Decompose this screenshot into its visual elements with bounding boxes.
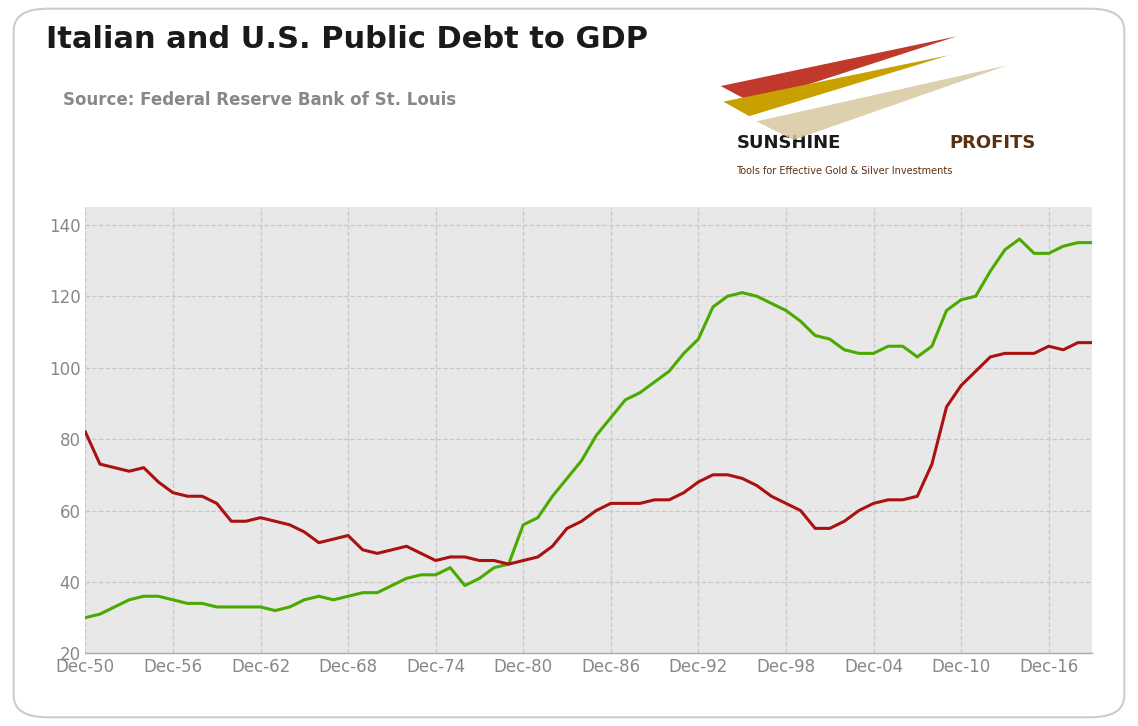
Polygon shape <box>720 36 957 102</box>
Polygon shape <box>724 55 949 116</box>
FancyBboxPatch shape <box>14 9 1124 717</box>
Text: Source: Federal Reserve Bank of St. Louis: Source: Federal Reserve Bank of St. Loui… <box>63 91 455 109</box>
Polygon shape <box>757 65 1007 140</box>
Text: Tools for Effective Gold & Silver Investments: Tools for Effective Gold & Silver Invest… <box>736 166 953 176</box>
Text: SUNSHINE: SUNSHINE <box>736 134 841 152</box>
Text: PROFITS: PROFITS <box>949 134 1036 152</box>
Text: Italian and U.S. Public Debt to GDP: Italian and U.S. Public Debt to GDP <box>46 25 648 54</box>
